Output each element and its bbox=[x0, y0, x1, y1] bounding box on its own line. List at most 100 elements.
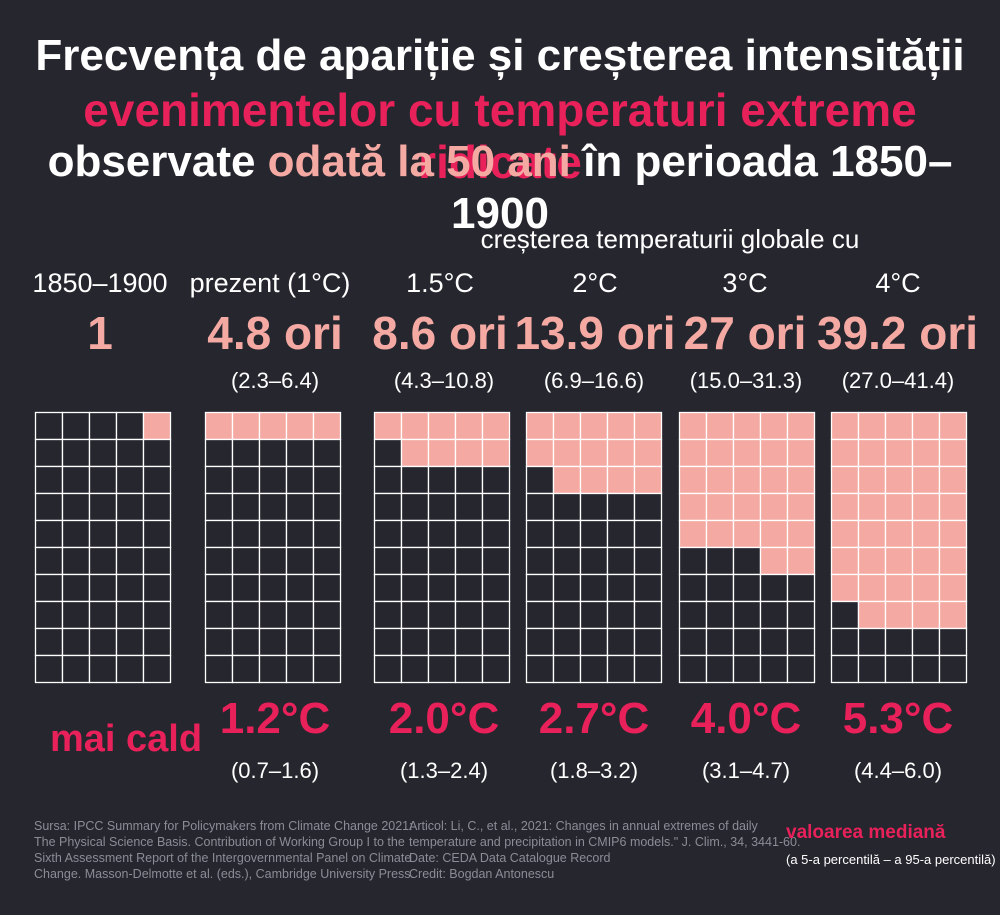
waffle-cell-empty bbox=[142, 546, 172, 576]
waffle-cell-filled bbox=[732, 438, 762, 468]
frequency-baseline: 1 bbox=[87, 307, 113, 359]
waffle-cell-empty bbox=[88, 627, 118, 657]
waffle-cell-filled bbox=[830, 546, 860, 576]
column-label-1-5c: 1.5°C bbox=[406, 268, 474, 298]
waffle-cell-empty bbox=[759, 573, 789, 603]
waffle-cell-empty bbox=[481, 654, 511, 684]
title-line-3-post: în perioada 1850–1900 bbox=[451, 137, 953, 238]
waffle-cell-empty bbox=[312, 438, 342, 468]
waffle-cell-filled bbox=[857, 519, 887, 549]
waffle-cell-empty bbox=[142, 438, 172, 468]
waffle-cell-filled bbox=[633, 438, 663, 468]
frequency-present: 4.8 ori bbox=[207, 307, 343, 359]
waffle-cell-empty bbox=[61, 465, 91, 495]
waffle-cell-empty bbox=[34, 600, 64, 630]
waffle-cell-empty bbox=[525, 465, 555, 495]
waffle-cell-empty bbox=[258, 519, 288, 549]
waffle-cell-empty bbox=[857, 654, 887, 684]
waffle-cell-empty bbox=[732, 627, 762, 657]
waffle-cell-filled bbox=[732, 465, 762, 495]
waffle-cell-filled bbox=[427, 438, 457, 468]
waffle-cell-filled bbox=[857, 465, 887, 495]
waffle-cell-empty bbox=[373, 519, 403, 549]
waffle-cell-empty bbox=[454, 627, 484, 657]
waffle-cell-empty bbox=[454, 573, 484, 603]
waffle-cell-empty bbox=[427, 627, 457, 657]
waffle-cell-empty bbox=[705, 573, 735, 603]
waffle-cell-filled bbox=[258, 411, 288, 441]
waffle-cell-filled bbox=[454, 438, 484, 468]
waffle-cell-filled bbox=[938, 411, 968, 441]
waffle-cell-filled bbox=[938, 492, 968, 522]
frequency-range-3c: (15.0–31.3) bbox=[689, 368, 803, 393]
waffle-cell-filled bbox=[525, 411, 555, 441]
column-label-3c: 3°C bbox=[722, 268, 768, 298]
waffle-cell-filled bbox=[911, 546, 941, 576]
waffle-cell-filled bbox=[938, 438, 968, 468]
waffle-cell-empty bbox=[61, 492, 91, 522]
waffle-cell-empty bbox=[373, 492, 403, 522]
waffle-cell-filled bbox=[732, 519, 762, 549]
waffle-cell-empty bbox=[786, 627, 816, 657]
waffle-cell-filled bbox=[759, 546, 789, 576]
waffle-cell-filled bbox=[911, 600, 941, 630]
waffle-cell-empty bbox=[606, 519, 636, 549]
waffle-cell-empty bbox=[579, 627, 609, 657]
waffle-cell-empty bbox=[34, 519, 64, 549]
waffle-cell-empty bbox=[606, 546, 636, 576]
waffle-cell-empty bbox=[400, 654, 430, 684]
warming-subheader: creșterea temperaturii globale cu bbox=[480, 224, 860, 254]
waffle-cell-empty bbox=[115, 546, 145, 576]
waffle-cell-empty bbox=[454, 600, 484, 630]
waffle-cell-filled bbox=[231, 411, 261, 441]
waffle-cell-filled bbox=[204, 411, 234, 441]
article-line: temperature and precipitation in CMIP6 m… bbox=[409, 835, 801, 849]
waffle-cell-filled bbox=[759, 465, 789, 495]
waffle-cell-empty bbox=[312, 573, 342, 603]
waffle-cell-empty bbox=[285, 546, 315, 576]
waffle-cell-filled bbox=[759, 492, 789, 522]
frequency-range-2c: (6.9–16.6) bbox=[543, 368, 645, 393]
waffle-cell-empty bbox=[61, 600, 91, 630]
waffle-cell-empty bbox=[88, 519, 118, 549]
waffle-cell-empty bbox=[884, 627, 914, 657]
waffle-cell-empty bbox=[938, 654, 968, 684]
waffle-cell-empty bbox=[759, 600, 789, 630]
waffle-cell-empty bbox=[115, 600, 145, 630]
waffle-cell-empty bbox=[142, 600, 172, 630]
waffle-cell-filled bbox=[633, 411, 663, 441]
waffle-cell-empty bbox=[204, 519, 234, 549]
waffle-cell-filled bbox=[400, 411, 430, 441]
waffle-cell-filled bbox=[481, 411, 511, 441]
waffle-cell-empty bbox=[633, 519, 663, 549]
waffle-cell-filled bbox=[884, 546, 914, 576]
waffle-cell-empty bbox=[606, 627, 636, 657]
waffle-cell-empty bbox=[481, 492, 511, 522]
waffle-grid-3 bbox=[525, 411, 663, 684]
waffle-cell-filled bbox=[678, 519, 708, 549]
waffle-cell-filled bbox=[830, 492, 860, 522]
waffle-cell-empty bbox=[312, 654, 342, 684]
waffle-cell-filled bbox=[857, 492, 887, 522]
waffle-cell-filled bbox=[786, 411, 816, 441]
waffle-cell-empty bbox=[481, 546, 511, 576]
waffle-cell-empty bbox=[579, 600, 609, 630]
waffle-cell-filled bbox=[911, 438, 941, 468]
waffle-cell-empty bbox=[142, 654, 172, 684]
waffle-cell-filled bbox=[884, 519, 914, 549]
waffle-cell-empty bbox=[400, 465, 430, 495]
waffle-cell-empty bbox=[427, 546, 457, 576]
waffle-cell-empty bbox=[312, 546, 342, 576]
waffle-cell-empty bbox=[884, 654, 914, 684]
waffle-cell-filled bbox=[911, 573, 941, 603]
waffle-cell-empty bbox=[786, 600, 816, 630]
waffle-cell-empty bbox=[142, 492, 172, 522]
waffle-cell-empty bbox=[705, 627, 735, 657]
waffle-cell-empty bbox=[759, 654, 789, 684]
column-label-4c: 4°C bbox=[875, 268, 921, 298]
waffle-grid-4 bbox=[678, 411, 816, 684]
waffle-cell-filled bbox=[830, 519, 860, 549]
waffle-cell-empty bbox=[633, 573, 663, 603]
warmer-label: mai cald bbox=[50, 718, 203, 760]
frequency-range-4c: (27.0–41.4) bbox=[841, 368, 955, 393]
